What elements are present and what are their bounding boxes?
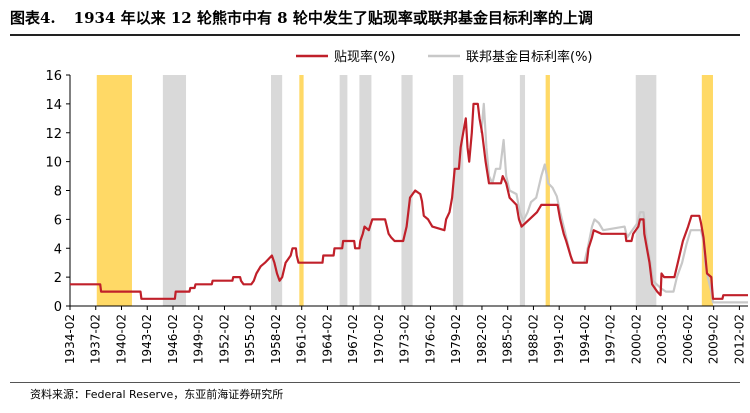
bear-market-band-12 <box>701 75 713 306</box>
x-tick-label-2012-02: 2012-02 <box>732 314 746 364</box>
x-tick-label-1976-02: 1976-02 <box>423 314 437 364</box>
legend-label-discount-rate: 贴现率(%) <box>334 49 396 65</box>
y-tick-label-10: 10 <box>45 156 62 171</box>
x-tick-label-1934-02: 1934-02 <box>63 314 77 364</box>
y-tick-label-8: 8 <box>54 185 62 200</box>
x-tick-label-1955-02: 1955-02 <box>243 314 257 364</box>
figure-header: 图表4. 1934 年以来 12 轮熊市中有 8 轮中发生了贴现率或联邦基金目标利… <box>10 6 740 32</box>
header-divider <box>10 34 740 36</box>
x-tick-label-1949-02: 1949-02 <box>192 314 206 364</box>
bear-market-band-6 <box>359 75 372 306</box>
x-tick-label-1991-02: 1991-02 <box>552 314 566 364</box>
bear-market-band-4 <box>299 75 304 306</box>
x-tick-label-1979-02: 1979-02 <box>449 314 463 364</box>
bear-market-band-1 <box>96 75 132 306</box>
y-tick-label-6: 6 <box>54 213 62 228</box>
x-tick-label-1937-02: 1937-02 <box>89 314 103 364</box>
bear-market-band-2 <box>162 75 187 306</box>
y-tick-label-16: 16 <box>45 69 62 84</box>
figure-number: 图表4. <box>10 9 56 27</box>
x-tick-label-1973-02: 1973-02 <box>398 314 412 364</box>
bear-market-band-10 <box>545 75 550 306</box>
figure-title: 1934 年以来 12 轮熊市中有 8 轮中发生了贴现率或联邦基金目标利率的上调 <box>73 9 593 27</box>
source-note: 资料来源：Federal Reserve，东亚前海证券研究所 <box>30 388 284 401</box>
x-tick-label-1997-02: 1997-02 <box>604 314 618 364</box>
x-tick-label-1964-02: 1964-02 <box>320 314 334 364</box>
x-tick-label-1985-02: 1985-02 <box>501 314 515 364</box>
x-tick-label-1943-02: 1943-02 <box>140 314 154 364</box>
y-tick-label-2: 2 <box>54 271 62 286</box>
x-tick-label-1982-02: 1982-02 <box>475 314 489 364</box>
footer-divider <box>10 382 740 383</box>
bear-market-band-11 <box>635 75 657 306</box>
x-tick-label-1958-02: 1958-02 <box>269 314 283 364</box>
series-line-discount-rate <box>70 102 748 300</box>
bear-market-band-3 <box>270 75 283 306</box>
x-tick-label-1967-02: 1967-02 <box>346 314 360 364</box>
x-tick-label-2003-02: 2003-02 <box>655 314 669 364</box>
x-tick-label-1946-02: 1946-02 <box>166 314 180 364</box>
series-line-fed-funds-rate <box>480 102 748 304</box>
y-tick-label-0: 0 <box>54 300 62 315</box>
x-tick-label-1940-02: 1940-02 <box>114 314 128 364</box>
bear-market-band-7 <box>401 75 413 306</box>
x-tick-label-2009-02: 2009-02 <box>707 314 721 364</box>
x-tick-label-1994-02: 1994-02 <box>578 314 592 364</box>
y-tick-label-14: 14 <box>45 98 62 113</box>
x-tick-label-1970-02: 1970-02 <box>372 314 386 364</box>
legend-label-fed-funds-rate: 联邦基金目标利率(%) <box>466 49 593 65</box>
bear-market-band-9 <box>519 75 526 306</box>
y-tick-label-12: 12 <box>45 127 62 142</box>
x-tick-label-2006-02: 2006-02 <box>681 314 695 364</box>
bear-market-band-8 <box>452 75 464 306</box>
x-tick-label-1952-02: 1952-02 <box>217 314 231 364</box>
y-tick-label-4: 4 <box>54 242 62 257</box>
x-tick-label-1988-02: 1988-02 <box>526 314 540 364</box>
x-tick-label-1961-02: 1961-02 <box>295 314 309 364</box>
bear-market-band-5 <box>339 75 348 306</box>
x-tick-label-2000-02: 2000-02 <box>629 314 643 364</box>
